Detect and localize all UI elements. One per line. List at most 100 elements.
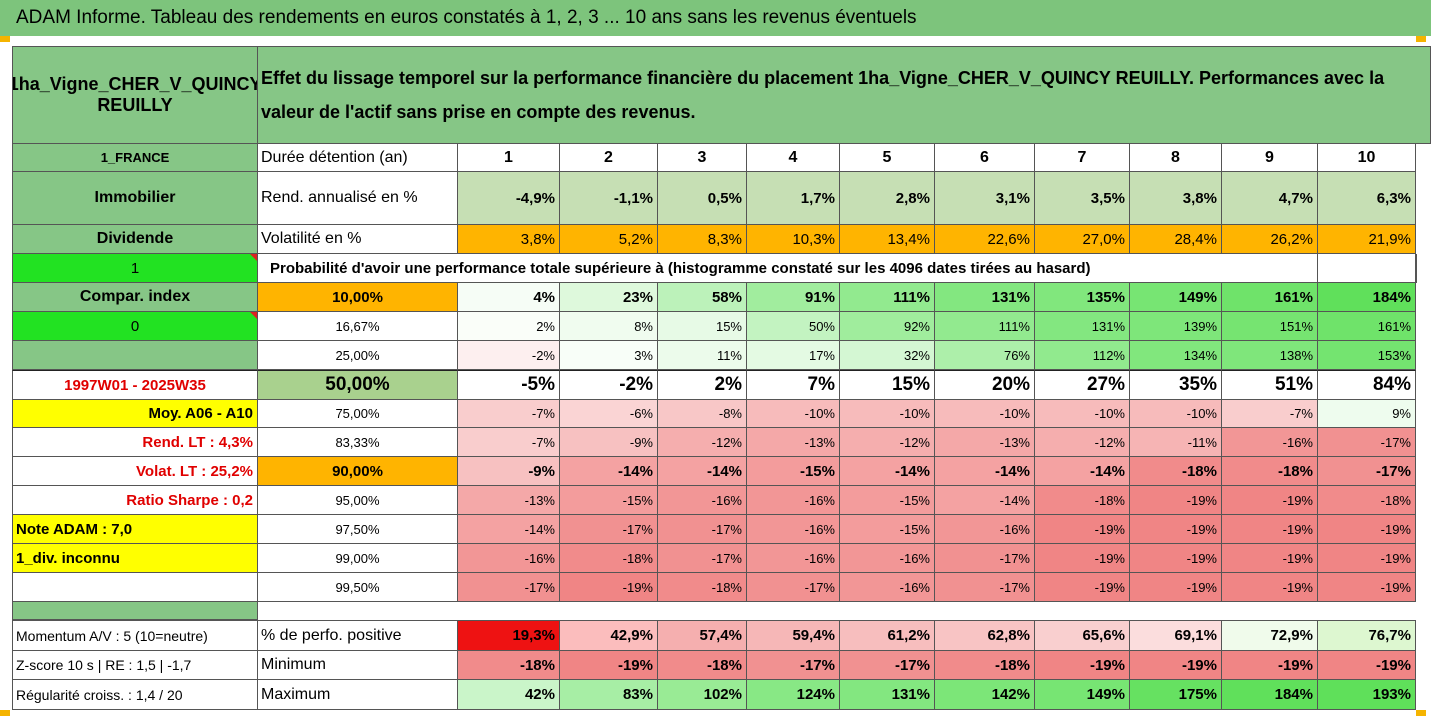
performance-value: 111% (840, 283, 935, 312)
performance-value: 149% (1130, 283, 1222, 312)
performance-value: -16% (747, 515, 840, 544)
year-header: 8 (1130, 144, 1222, 172)
year-header: 3 (658, 144, 747, 172)
bottom-row-value: 59,4% (747, 620, 840, 651)
year-header: 2 (560, 144, 658, 172)
performance-value: 7% (747, 370, 840, 400)
performance-value: 17% (747, 341, 840, 370)
performance-value: -8% (658, 400, 747, 428)
year-header: 10 (1318, 144, 1416, 172)
performance-value: -19% (1318, 573, 1416, 602)
performance-value: -16% (658, 486, 747, 515)
bottom-row-value: 184% (1222, 680, 1318, 710)
performance-value: 111% (935, 312, 1035, 341)
performance-value: -19% (1130, 486, 1222, 515)
performance-value: -17% (1318, 457, 1416, 486)
performance-value: 184% (1318, 283, 1416, 312)
rend-value: 3,1% (935, 172, 1035, 225)
bottom-row-value: -19% (1318, 651, 1416, 680)
performance-value: -19% (1222, 544, 1318, 573)
moy-label: Moy. A06 - A10 (12, 400, 258, 428)
performance-value: -18% (1035, 486, 1130, 515)
performance-value: -19% (1035, 573, 1130, 602)
performance-value: -16% (935, 515, 1035, 544)
corner-marker (1416, 710, 1426, 716)
percentile-label: 99,50% (258, 573, 458, 602)
performance-value: -7% (1222, 400, 1318, 428)
category-label: Immobilier (12, 172, 258, 225)
year-header: 5 (840, 144, 935, 172)
bottom-row-value: -17% (747, 651, 840, 680)
performance-value: -17% (658, 544, 747, 573)
percentile-label: 50,00% (258, 370, 458, 400)
bottom-row-label: Minimum (258, 651, 458, 680)
percentile-label: 16,67% (258, 312, 458, 341)
performance-value: -14% (560, 457, 658, 486)
performance-value: 15% (840, 370, 935, 400)
percentile-label: 10,00% (258, 283, 458, 312)
vol-value: 28,4% (1130, 225, 1222, 254)
bottom-row-value: 19,3% (458, 620, 560, 651)
performance-value: -17% (935, 544, 1035, 573)
rend-value: 0,5% (658, 172, 747, 225)
performance-value: -18% (1130, 457, 1222, 486)
bottom-row-value: 57,4% (658, 620, 747, 651)
performance-value: -16% (747, 544, 840, 573)
performance-value: 32% (840, 341, 935, 370)
performance-value: 15% (658, 312, 747, 341)
performance-value: -11% (1130, 428, 1222, 457)
performance-value: 112% (1035, 341, 1130, 370)
performance-value: -17% (658, 515, 747, 544)
performance-value: -14% (458, 515, 560, 544)
performance-value: -17% (458, 573, 560, 602)
vol-value: 27,0% (1035, 225, 1130, 254)
performance-value: -19% (1130, 515, 1222, 544)
value-zero: 0 (12, 312, 258, 341)
performance-value: 135% (1035, 283, 1130, 312)
vol-value: 8,3% (658, 225, 747, 254)
bottom-row-value: 61,2% (840, 620, 935, 651)
performance-value: -12% (1035, 428, 1130, 457)
year-header: 6 (935, 144, 1035, 172)
performance-value: 58% (658, 283, 747, 312)
vol-value: 21,9% (1318, 225, 1416, 254)
bottom-row-label: Maximum (258, 680, 458, 710)
performance-value: 139% (1130, 312, 1222, 341)
performance-value: 131% (935, 283, 1035, 312)
performance-value: -9% (560, 428, 658, 457)
bottom-row-value: -18% (458, 651, 560, 680)
rend-value: 6,3% (1318, 172, 1416, 225)
performance-value: 138% (1222, 341, 1318, 370)
performance-value: -14% (1035, 457, 1130, 486)
empty-green (12, 341, 258, 370)
vol-value: 13,4% (840, 225, 935, 254)
performance-value: 3% (560, 341, 658, 370)
bottom-row-value: 142% (935, 680, 1035, 710)
performance-value: -19% (1222, 486, 1318, 515)
rend-value: 3,5% (1035, 172, 1130, 225)
percentile-label: 25,00% (258, 341, 458, 370)
corner-marker (0, 710, 10, 716)
performance-value: -12% (658, 428, 747, 457)
vol-value: 5,2% (560, 225, 658, 254)
performance-value: -14% (840, 457, 935, 486)
performance-value: 20% (935, 370, 1035, 400)
rend-value: -1,1% (560, 172, 658, 225)
bottom-row-value: 124% (747, 680, 840, 710)
performance-value: -7% (458, 400, 560, 428)
bottom-row-value: 69,1% (1130, 620, 1222, 651)
performance-value: -16% (458, 544, 560, 573)
performance-value: -16% (840, 573, 935, 602)
bottom-row-value: -19% (1035, 651, 1130, 680)
country-label: 1_FRANCE (12, 144, 258, 172)
performance-value: -19% (1318, 544, 1416, 573)
performance-value: -16% (747, 486, 840, 515)
bottom-row-value: 83% (560, 680, 658, 710)
performance-value: -16% (1222, 428, 1318, 457)
bottom-row-value: 193% (1318, 680, 1416, 710)
corner-marker (0, 36, 10, 42)
performance-value: -17% (1318, 428, 1416, 457)
rend-label: Rend. annualisé en % (258, 172, 458, 225)
performance-value: -7% (458, 428, 560, 457)
percentile-label: 83,33% (258, 428, 458, 457)
